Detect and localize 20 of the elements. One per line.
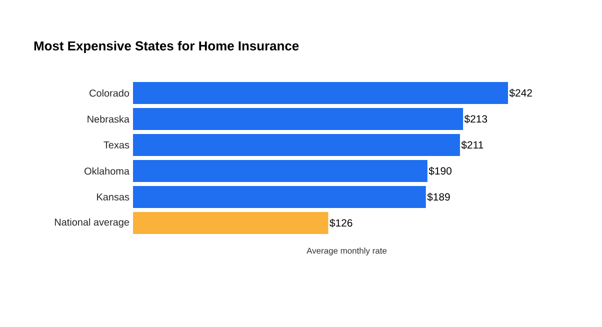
data-label: $211	[461, 140, 484, 150]
bar	[133, 160, 428, 182]
data-label: $242	[509, 88, 532, 98]
bar	[133, 108, 464, 130]
data-label: $213	[464, 114, 488, 124]
bar	[133, 82, 508, 104]
chart-title: Most Expensive States for Home Insurance	[34, 40, 299, 54]
bar	[133, 186, 426, 208]
y-tick-label: Texas	[104, 142, 130, 148]
data-label: $189	[427, 192, 450, 202]
y-tick-label: Oklahoma	[84, 167, 130, 175]
x-axis-title: Average monthly rate	[306, 248, 387, 256]
bar	[133, 134, 460, 156]
y-tick-label: Colorado	[90, 89, 130, 97]
bar	[133, 212, 328, 234]
y-tick-label: Kansas	[97, 194, 130, 200]
y-tick-label: Nebraska	[88, 115, 130, 123]
y-tick-label: National average	[54, 218, 130, 228]
data-label: $190	[428, 166, 452, 176]
data-label: $126	[330, 218, 352, 228]
